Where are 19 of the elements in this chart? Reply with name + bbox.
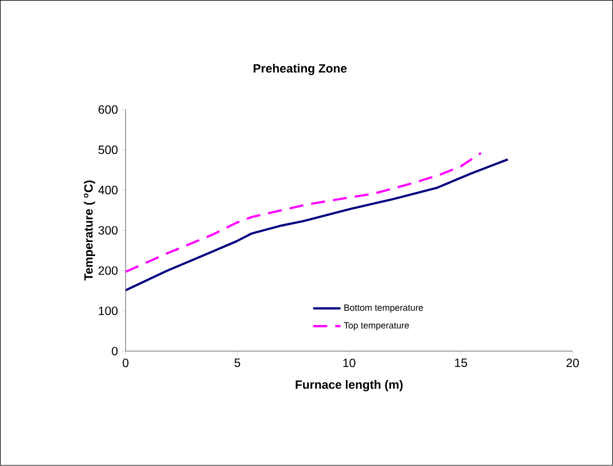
line-series bbox=[126, 152, 482, 274]
y-tick-label: 400 bbox=[98, 186, 118, 194]
y-tick-label: 0 bbox=[112, 347, 118, 356]
y-tick-label: 500 bbox=[98, 146, 118, 154]
x-tick-label: 10 bbox=[343, 358, 356, 368]
chart-title: Preheating Zone bbox=[254, 64, 347, 76]
x-tick-label: 5 bbox=[234, 358, 240, 368]
x-tick-label: 15 bbox=[455, 358, 468, 368]
y-tick-label: 100 bbox=[98, 306, 118, 316]
x-tick-label: 0 bbox=[122, 358, 128, 368]
y-tick-label: 600 bbox=[98, 105, 118, 114]
y-axis-title: Temperature ( $^{o}$C) bbox=[84, 180, 96, 281]
legend-label: Top temperature bbox=[344, 322, 409, 331]
x-axis-title: Furnace length (m) bbox=[296, 380, 403, 392]
line-series bbox=[126, 158, 509, 292]
y-tick-label: 200 bbox=[98, 266, 118, 275]
x-tick-label: 20 bbox=[566, 358, 579, 368]
legend-label: Bottom temperature bbox=[344, 304, 423, 313]
y-tick-label: 300 bbox=[98, 226, 118, 235]
